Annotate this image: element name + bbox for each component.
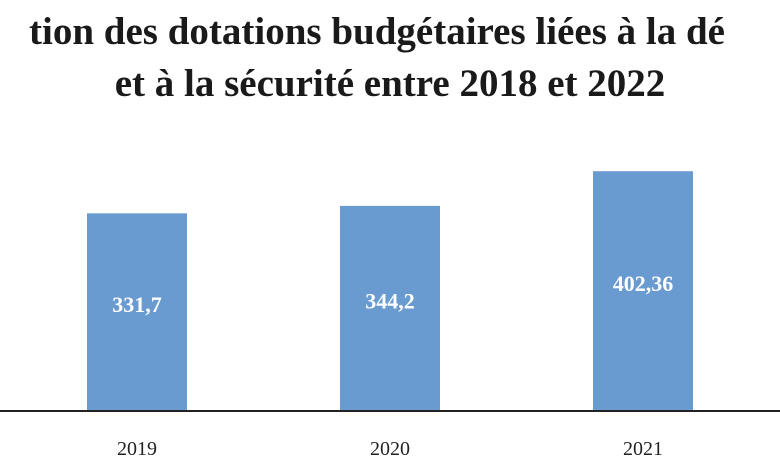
x-tick-label-2019: 2019 bbox=[117, 438, 157, 460]
value-label-2020: 344,2 bbox=[365, 288, 415, 313]
bar-2019 bbox=[87, 213, 187, 411]
bar-2020 bbox=[340, 205, 440, 411]
x-tick-label-2021: 2021 bbox=[623, 438, 663, 460]
chart-title-line-1: tion des dotations budgétaires liées à l… bbox=[29, 10, 725, 53]
chart-title-line-2: et à la sécurité entre 2018 et 2022 bbox=[114, 62, 666, 105]
x-tick-label-2020: 2020 bbox=[370, 438, 410, 460]
value-label-2021: 402,36 bbox=[613, 271, 674, 296]
bar-2021 bbox=[593, 171, 693, 411]
value-label-2019: 331,7 bbox=[112, 292, 162, 317]
chart-title: tion des dotations budgétaires liées à l… bbox=[0, 6, 780, 110]
